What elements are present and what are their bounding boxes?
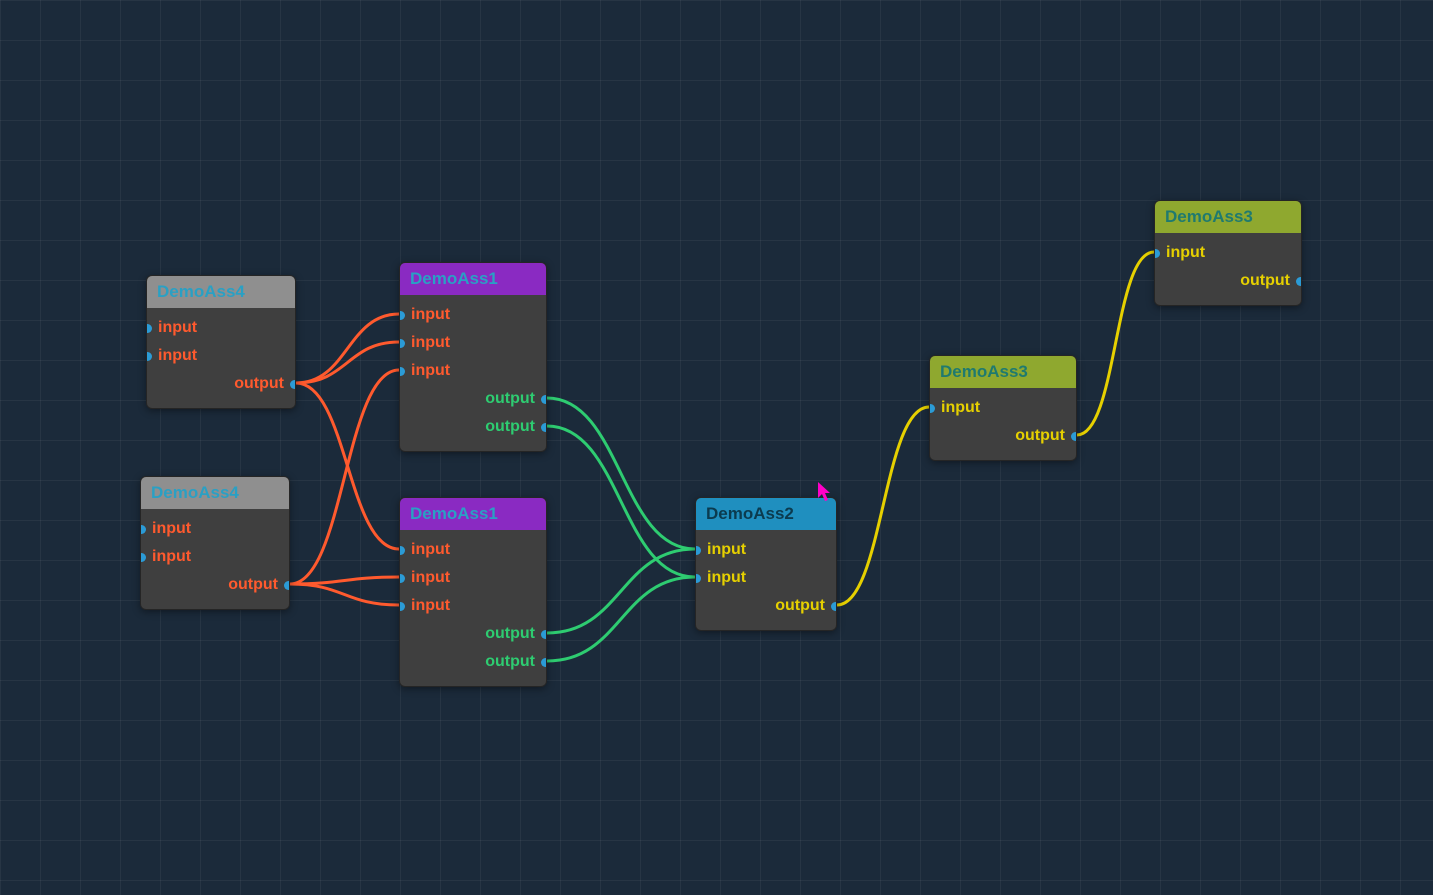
input-port[interactable]: input [141, 543, 289, 571]
port-dot-icon[interactable] [695, 546, 701, 555]
port-dot-icon[interactable] [1296, 277, 1302, 286]
port-dot-icon[interactable] [399, 574, 405, 583]
node-title[interactable]: DemoAss1 [400, 263, 546, 295]
port-label: input [411, 362, 450, 380]
graph-node[interactable]: DemoAss4 input input output [140, 476, 290, 610]
node-title[interactable]: DemoAss4 [147, 276, 295, 308]
output-port[interactable]: output [400, 385, 546, 413]
output-port[interactable]: output [147, 370, 295, 398]
port-dot-icon[interactable] [695, 574, 701, 583]
input-port[interactable]: input [930, 394, 1076, 422]
port-label: output [1015, 427, 1065, 445]
port-label: input [158, 319, 197, 337]
port-dot-icon[interactable] [1071, 432, 1077, 441]
node-title[interactable]: DemoAss3 [1155, 201, 1301, 233]
output-port[interactable]: output [400, 648, 546, 676]
port-label: output [485, 653, 535, 671]
port-label: input [411, 541, 450, 559]
node-body: input input input output output [400, 530, 546, 686]
port-label: input [707, 541, 746, 559]
port-label: input [411, 569, 450, 587]
port-label: input [152, 548, 191, 566]
node-body: input output [1155, 233, 1301, 305]
node-title[interactable]: DemoAss1 [400, 498, 546, 530]
port-label: output [485, 390, 535, 408]
graph-node[interactable]: DemoAss1 input input input output output [399, 262, 547, 452]
input-port[interactable]: input [696, 536, 836, 564]
input-port[interactable]: input [400, 329, 546, 357]
port-dot-icon[interactable] [399, 311, 405, 320]
port-dot-icon[interactable] [146, 324, 152, 333]
port-label: input [411, 306, 450, 324]
input-port[interactable]: input [1155, 239, 1301, 267]
graph-node[interactable]: DemoAss3 input output [1154, 200, 1302, 306]
port-dot-icon[interactable] [399, 546, 405, 555]
graph-node[interactable]: DemoAss2 input input output [695, 497, 837, 631]
node-title[interactable]: DemoAss2 [696, 498, 836, 530]
graph-node[interactable]: DemoAss3 input output [929, 355, 1077, 461]
node-body: input input output [696, 530, 836, 630]
graph-node[interactable]: DemoAss1 input input input output output [399, 497, 547, 687]
output-port[interactable]: output [141, 571, 289, 599]
port-dot-icon[interactable] [399, 602, 405, 611]
input-port[interactable]: input [147, 342, 295, 370]
node-title[interactable]: DemoAss3 [930, 356, 1076, 388]
port-dot-icon[interactable] [399, 339, 405, 348]
port-dot-icon[interactable] [290, 380, 296, 389]
port-dot-icon[interactable] [831, 602, 837, 611]
port-dot-icon[interactable] [541, 658, 547, 667]
output-port[interactable]: output [400, 620, 546, 648]
port-dot-icon[interactable] [1154, 249, 1160, 258]
input-port[interactable]: input [147, 314, 295, 342]
port-dot-icon[interactable] [399, 367, 405, 376]
port-label: input [411, 597, 450, 615]
input-port[interactable]: input [400, 357, 546, 385]
input-port[interactable]: input [400, 301, 546, 329]
port-label: input [941, 399, 980, 417]
port-label: output [228, 576, 278, 594]
port-label: output [1240, 272, 1290, 290]
port-dot-icon[interactable] [541, 423, 547, 432]
port-dot-icon[interactable] [140, 553, 146, 562]
port-dot-icon[interactable] [140, 525, 146, 534]
port-dot-icon[interactable] [541, 630, 547, 639]
port-dot-icon[interactable] [284, 581, 290, 590]
port-label: output [485, 418, 535, 436]
node-body: input input input output output [400, 295, 546, 451]
port-dot-icon[interactable] [929, 404, 935, 413]
port-label: input [707, 569, 746, 587]
input-port[interactable]: input [141, 515, 289, 543]
input-port[interactable]: input [696, 564, 836, 592]
canvas-grid[interactable] [0, 0, 1433, 895]
node-body: input input output [147, 308, 295, 408]
port-label: output [485, 625, 535, 643]
port-label: input [1166, 244, 1205, 262]
output-port[interactable]: output [696, 592, 836, 620]
input-port[interactable]: input [400, 592, 546, 620]
node-body: input output [930, 388, 1076, 460]
port-dot-icon[interactable] [541, 395, 547, 404]
output-port[interactable]: output [930, 422, 1076, 450]
graph-node[interactable]: DemoAss4 input input output [146, 275, 296, 409]
port-dot-icon[interactable] [146, 352, 152, 361]
input-port[interactable]: input [400, 536, 546, 564]
port-label: input [158, 347, 197, 365]
port-label: input [152, 520, 191, 538]
node-body: input input output [141, 509, 289, 609]
output-port[interactable]: output [400, 413, 546, 441]
output-port[interactable]: output [1155, 267, 1301, 295]
input-port[interactable]: input [400, 564, 546, 592]
port-label: output [234, 375, 284, 393]
port-label: output [775, 597, 825, 615]
port-label: input [411, 334, 450, 352]
node-title[interactable]: DemoAss4 [141, 477, 289, 509]
